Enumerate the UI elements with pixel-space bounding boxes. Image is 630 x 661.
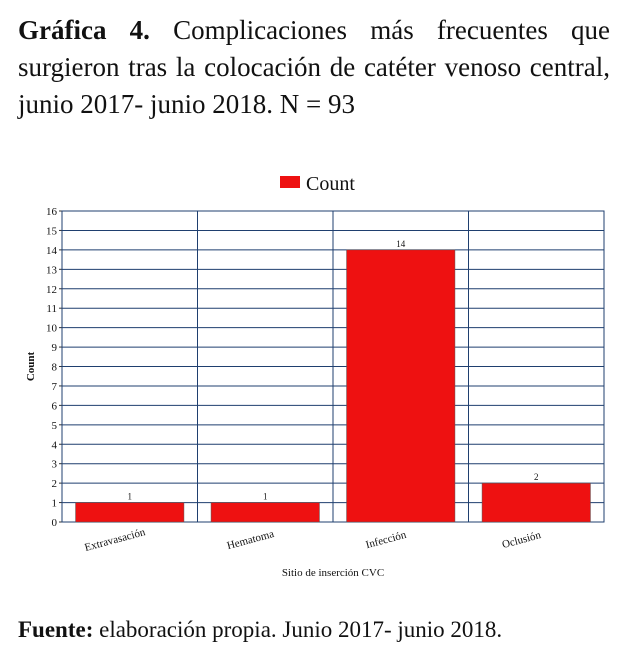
caption-text: Complicaciones más frecuentes que surgie… xyxy=(18,15,610,119)
bar xyxy=(75,502,185,523)
y-tick-label: 11 xyxy=(46,303,57,315)
y-axis-label: Count xyxy=(25,351,37,381)
plot-frame xyxy=(61,210,605,523)
caption: Gráfica 4. Complicaciones más frecuentes… xyxy=(18,12,610,123)
y-tick-label: 7 xyxy=(52,381,58,393)
data-label: 2 xyxy=(534,472,539,482)
y-tick-label: 1 xyxy=(52,498,58,510)
y-tick-label: 3 xyxy=(52,459,58,471)
bar xyxy=(481,482,591,523)
data-label: 1 xyxy=(128,492,133,502)
y-tick-label: 5 xyxy=(52,420,58,432)
y-tick-label: 12 xyxy=(46,284,57,296)
y-tick-label: 10 xyxy=(46,323,58,335)
bar xyxy=(346,249,456,523)
y-tick-label: 15 xyxy=(46,225,58,237)
y-tick-label: 9 xyxy=(52,342,58,354)
y-tick-label: 6 xyxy=(52,400,58,412)
y-tick-label: 0 xyxy=(52,517,58,529)
y-tick-label: 2 xyxy=(52,478,58,490)
legend-label: Count xyxy=(306,173,355,195)
caption-label: Gráfica 4. xyxy=(18,15,150,45)
x-axis-label: Sitio de inserción CVC xyxy=(282,567,384,579)
data-label: 14 xyxy=(396,239,406,249)
y-tick-label: 13 xyxy=(46,264,58,276)
chart: Count012345678910111213141516CountSitio … xyxy=(25,173,605,579)
x-tick-label: Hematoma xyxy=(226,528,276,552)
footer: Fuente: elaboración propia. Junio 2017- … xyxy=(18,617,502,643)
bar xyxy=(210,502,320,523)
footer-label: Fuente: xyxy=(18,617,94,642)
y-tick-label: 4 xyxy=(52,439,58,451)
y-tick-label: 16 xyxy=(46,206,58,218)
legend-swatch xyxy=(280,176,300,188)
data-label: 1 xyxy=(263,492,268,502)
y-tick-label: 14 xyxy=(46,245,58,257)
x-tick-label: Extravasación xyxy=(83,526,147,554)
footer-text: elaboración propia. Junio 2017- junio 20… xyxy=(99,617,503,642)
y-tick-label: 8 xyxy=(52,362,58,374)
x-tick-label: Infección xyxy=(364,529,408,551)
x-tick-label: Oclusión xyxy=(501,529,543,551)
